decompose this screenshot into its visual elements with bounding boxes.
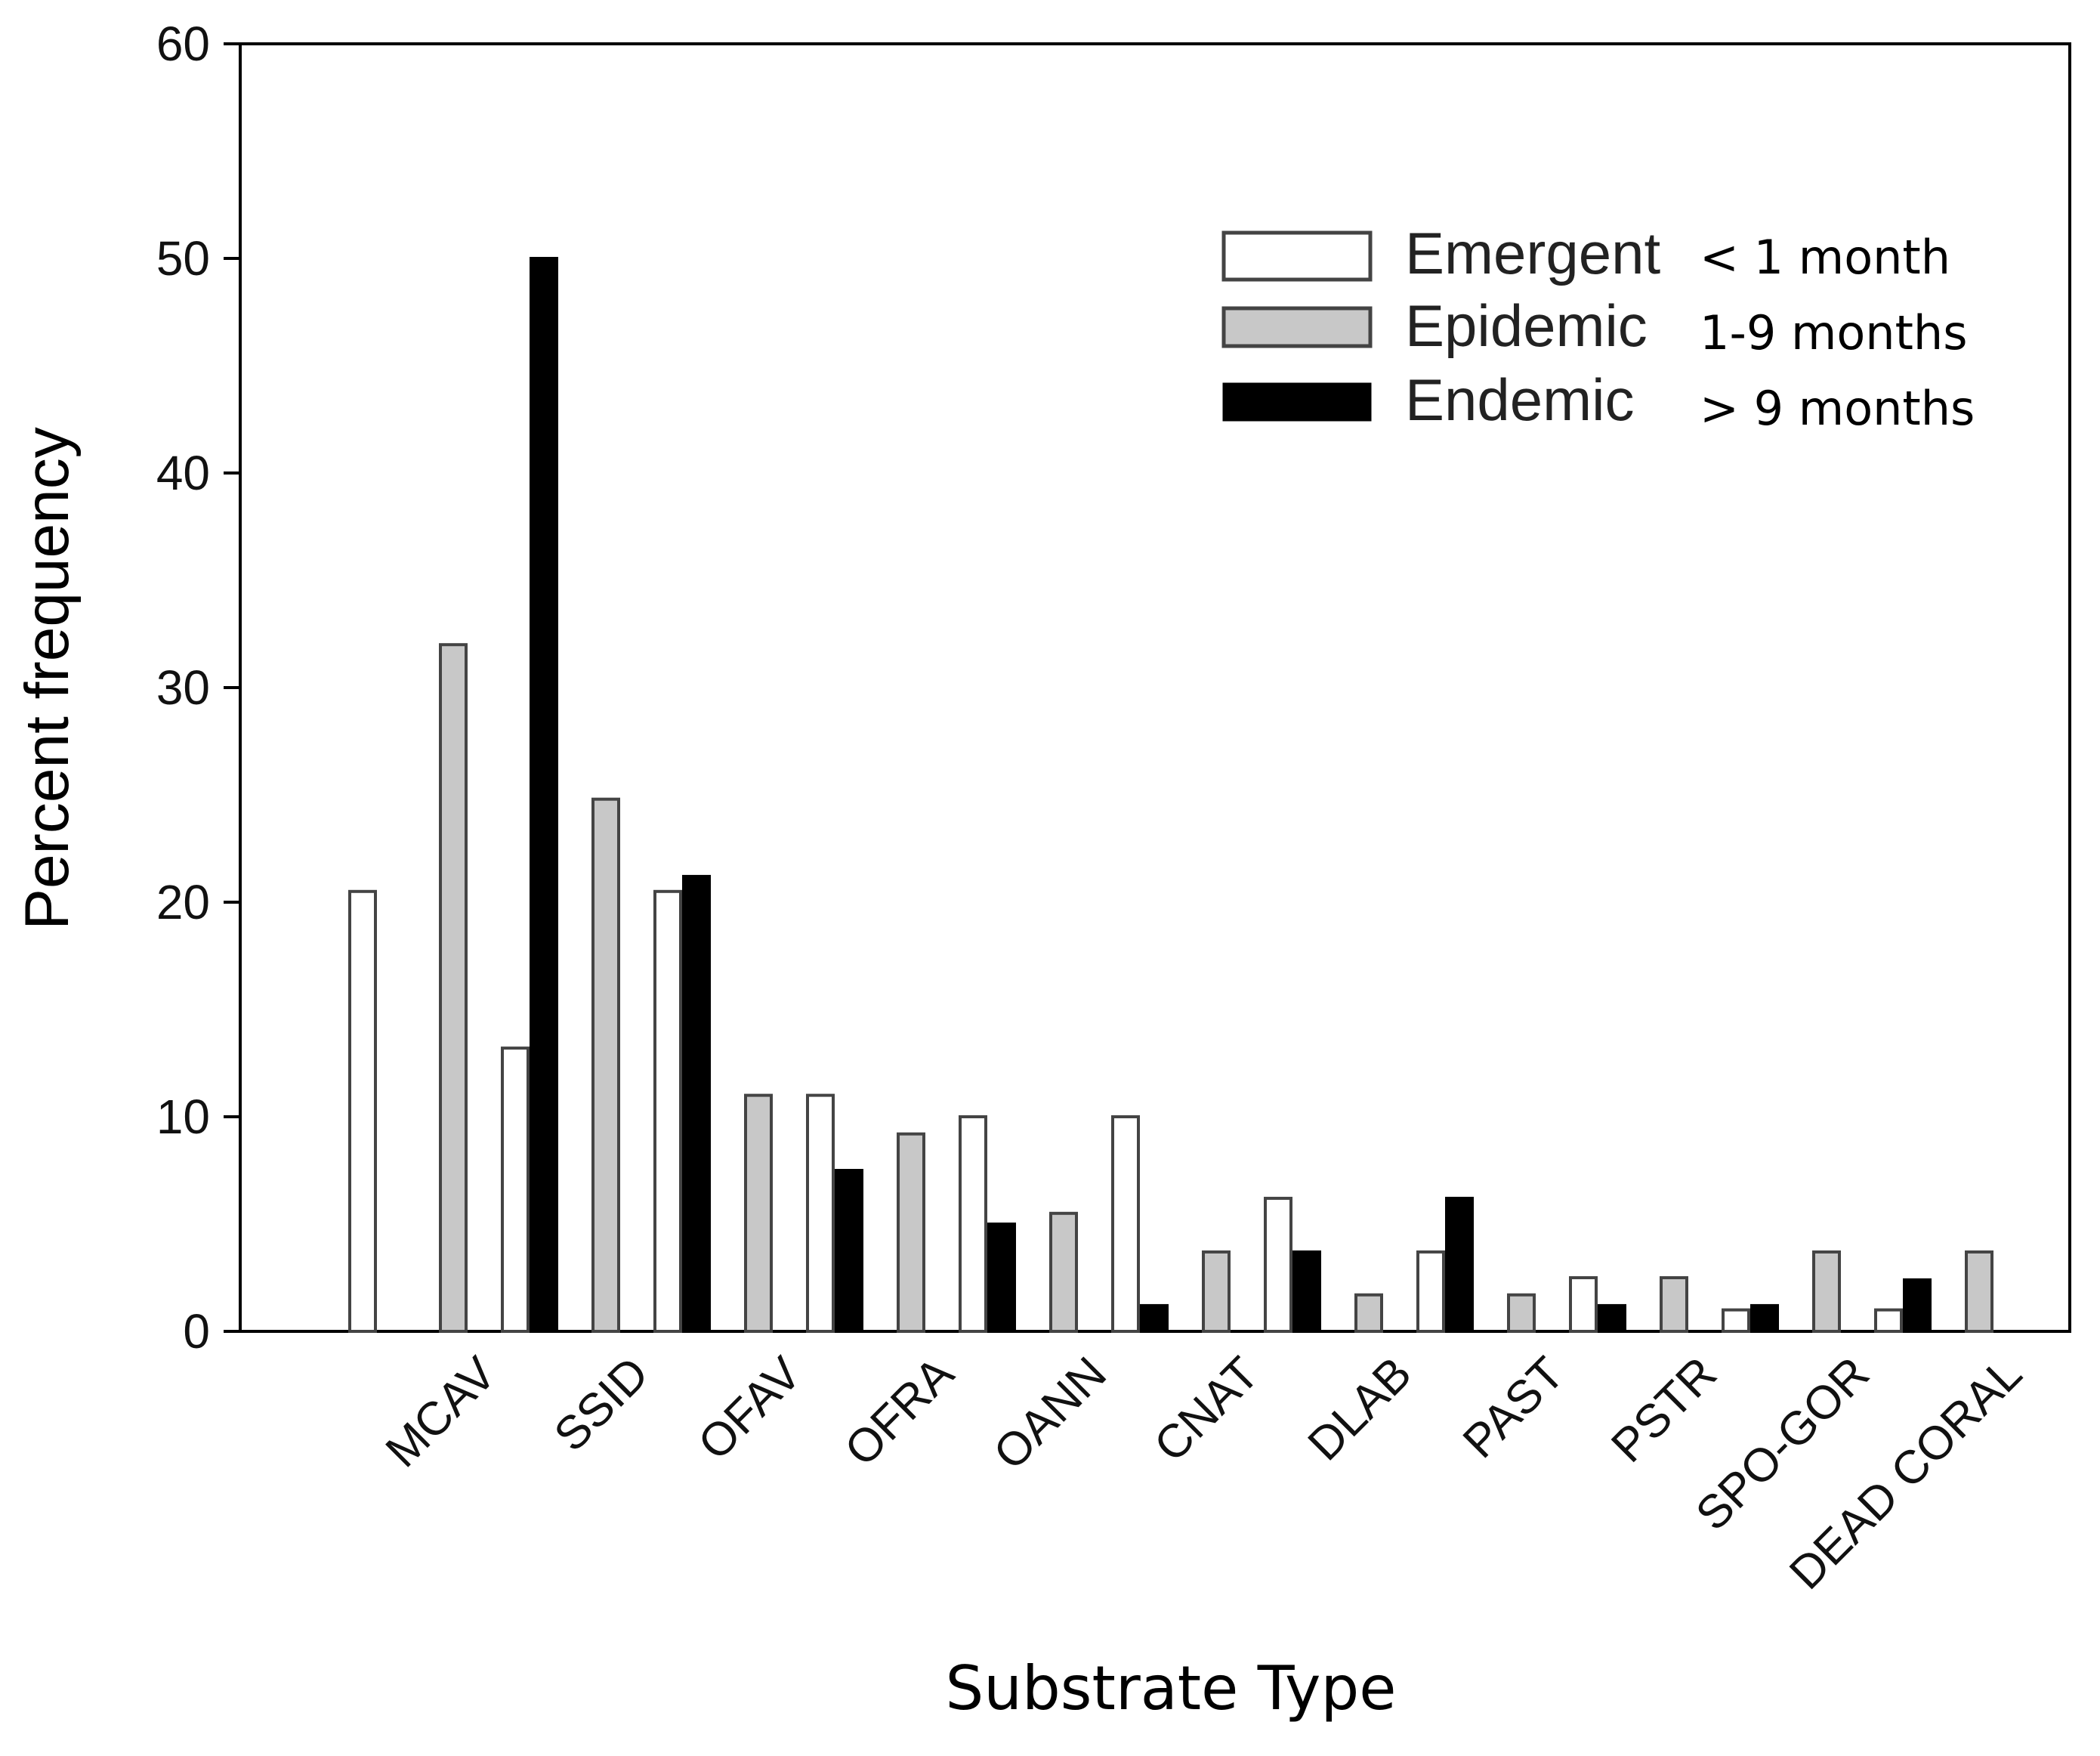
bar-endemic-oann xyxy=(1140,1303,1169,1334)
x-tick-label: OANN xyxy=(984,1347,1116,1479)
x-tick-label: CNAT xyxy=(1144,1347,1269,1472)
legend-name-endemic: Endemic xyxy=(1405,366,1634,433)
bar-endemic-ssid xyxy=(682,874,711,1334)
bar-epidemic-ofav xyxy=(744,1093,773,1333)
legend-swatch-epidemic xyxy=(1221,306,1373,348)
legend-desc-epidemic: 1-9 months xyxy=(1700,305,1968,360)
y-axis-title: Percent frequency xyxy=(13,427,82,930)
bar-emergent-ofra xyxy=(806,1093,835,1333)
bar-emergent-dead-coral xyxy=(1874,1308,1903,1333)
legend-swatch-endemic xyxy=(1222,382,1372,422)
bar-epidemic-spo-gor xyxy=(1812,1250,1841,1334)
y-tick-label: 30 xyxy=(156,660,210,715)
bar-epidemic-oann xyxy=(1049,1211,1078,1334)
y-tick-label: 20 xyxy=(156,875,210,929)
x-tick-label: OFRA xyxy=(835,1347,964,1476)
bar-emergent-spo-gor xyxy=(1722,1308,1750,1333)
bar-emergent-dlab xyxy=(1264,1196,1292,1334)
bar-emergent-ofav xyxy=(653,889,682,1334)
bar-emergent-mcav xyxy=(348,889,377,1334)
y-tick-label: 50 xyxy=(156,231,210,286)
bar-epidemic-ssid xyxy=(591,797,620,1334)
y-tick-label: 40 xyxy=(156,446,210,500)
x-tick-label: MCAV xyxy=(376,1347,507,1478)
legend-desc-endemic: > 9 months xyxy=(1700,381,1975,436)
legend-swatch-emergent xyxy=(1221,230,1373,282)
legend-name-epidemic: Epidemic xyxy=(1405,292,1648,359)
bar-endemic-past xyxy=(1598,1303,1626,1334)
bar-endemic-pstr xyxy=(1750,1303,1779,1334)
y-tick-label: 10 xyxy=(156,1090,210,1144)
y-tick-label: 0 xyxy=(183,1304,210,1359)
bars xyxy=(348,257,1993,1334)
bar-emergent-oann xyxy=(959,1115,987,1333)
bar-epidemic-cnat xyxy=(1202,1250,1231,1334)
bar-endemic-ofra xyxy=(987,1223,1016,1333)
x-tick-label: DLAB xyxy=(1299,1347,1422,1470)
bar-endemic-spo-gor xyxy=(1903,1278,1932,1333)
x-axis-title: Substrate Type xyxy=(946,1653,1397,1724)
x-tick-label: OFAV xyxy=(688,1347,811,1470)
bar-endemic-ofav xyxy=(835,1169,863,1333)
bar-emergent-pstr xyxy=(1569,1276,1598,1333)
bar-epidemic-dead-coral xyxy=(1965,1250,1993,1334)
x-tick-label: PAST xyxy=(1453,1347,1574,1468)
bar-epidemic-ofra xyxy=(897,1132,925,1333)
legend-desc-emergent: < 1 month xyxy=(1700,230,1950,285)
bar-epidemic-dlab xyxy=(1354,1293,1383,1333)
x-tick-label: PSTR xyxy=(1601,1347,1727,1473)
bar-epidemic-past xyxy=(1507,1293,1536,1333)
bar-endemic-cnat xyxy=(1292,1250,1321,1334)
bar-emergent-past xyxy=(1416,1250,1445,1334)
bar-endemic-dlab xyxy=(1445,1196,1474,1334)
legend-name-emergent: Emergent xyxy=(1405,220,1660,286)
legend: Emergent < 1 month Epidemic 1-9 months E… xyxy=(1221,220,1975,436)
bar-epidemic-mcav xyxy=(439,643,468,1333)
x-tick-label: SSID xyxy=(545,1347,659,1461)
y-tick-label: 60 xyxy=(156,17,210,71)
bar-epidemic-pstr xyxy=(1660,1276,1688,1333)
bar-emergent-cnat xyxy=(1111,1115,1140,1333)
bar-endemic-mcav xyxy=(530,257,558,1333)
bar-emergent-ssid xyxy=(501,1046,530,1333)
